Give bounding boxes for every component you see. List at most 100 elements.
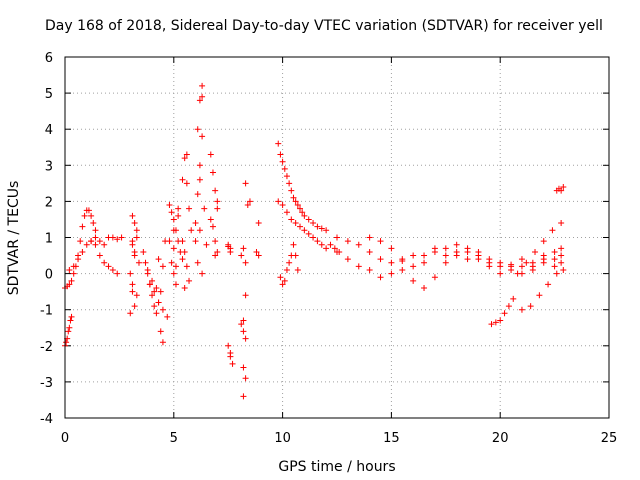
data-point	[127, 310, 134, 317]
data-point	[281, 277, 288, 284]
y-tick-label: -4	[40, 412, 53, 427]
data-point	[118, 234, 125, 241]
data-point	[242, 180, 249, 187]
y-tick-label: 6	[45, 51, 53, 66]
data-point	[475, 256, 482, 263]
x-tick-label: 25	[601, 431, 618, 446]
data-point	[297, 223, 304, 230]
data-point	[79, 223, 86, 230]
data-point	[540, 256, 547, 263]
series-block-6h-right	[207, 151, 221, 259]
data-point	[560, 266, 567, 273]
data-point	[227, 350, 234, 357]
data-point	[277, 274, 284, 281]
data-point	[277, 151, 284, 158]
data-point	[366, 248, 373, 255]
data-point	[63, 339, 70, 346]
data-point	[196, 162, 203, 169]
data-point	[179, 256, 186, 263]
data-point	[238, 252, 245, 259]
data-point	[532, 248, 539, 255]
data-point	[166, 202, 173, 209]
data-point	[246, 198, 253, 205]
data-point	[166, 238, 173, 245]
data-point	[297, 205, 304, 212]
data-point	[183, 180, 190, 187]
data-point	[331, 245, 338, 252]
data-point	[344, 238, 351, 245]
data-point	[275, 140, 282, 147]
data-point	[168, 209, 175, 216]
data-point	[294, 202, 301, 209]
data-point	[133, 234, 140, 241]
data-point	[155, 256, 162, 263]
data-point	[70, 263, 77, 270]
data-point	[558, 259, 565, 266]
data-point	[109, 234, 116, 241]
data-point	[497, 317, 504, 324]
series-block-9h	[253, 220, 262, 259]
data-point	[301, 212, 308, 219]
data-point	[183, 151, 190, 158]
data-point	[453, 241, 460, 248]
data-point	[88, 238, 95, 245]
data-point	[545, 281, 552, 288]
data-point	[75, 256, 82, 263]
data-point	[90, 220, 97, 227]
data-point	[229, 360, 236, 367]
data-point	[151, 303, 158, 310]
data-point	[288, 187, 295, 194]
data-point	[168, 259, 175, 266]
data-point	[492, 319, 499, 326]
data-point	[518, 263, 525, 270]
data-point	[214, 248, 221, 255]
data-point	[68, 313, 75, 320]
data-point	[497, 270, 504, 277]
y-tick-label: 1	[45, 232, 53, 247]
data-point	[129, 241, 136, 248]
data-point	[279, 202, 286, 209]
data-point	[410, 252, 417, 259]
data-point	[240, 245, 247, 252]
series-block-8h	[238, 180, 253, 400]
data-point	[240, 317, 247, 324]
data-point	[133, 227, 140, 234]
data-point	[279, 281, 286, 288]
data-point	[421, 285, 428, 292]
data-point	[68, 277, 75, 284]
data-point	[83, 241, 90, 248]
data-point	[209, 223, 216, 230]
data-point	[334, 234, 340, 241]
data-point	[505, 303, 512, 310]
series-early-mid	[88, 234, 125, 248]
data-point	[255, 220, 262, 227]
data-point	[135, 259, 142, 266]
data-point	[323, 245, 330, 252]
data-point	[242, 292, 249, 299]
data-point	[114, 236, 121, 243]
data-point	[294, 266, 301, 273]
data-point	[323, 227, 330, 234]
y-tick-label: -1	[40, 304, 53, 319]
data-point	[305, 216, 312, 223]
data-point	[186, 205, 193, 212]
series-peak-10h	[275, 140, 330, 234]
data-point	[410, 277, 417, 284]
data-point	[255, 252, 262, 259]
data-point	[301, 227, 308, 234]
data-point	[172, 263, 179, 270]
data-point	[355, 263, 362, 270]
data-point	[442, 245, 449, 252]
data-point	[421, 259, 428, 266]
data-point	[159, 339, 166, 346]
data-point	[153, 310, 160, 317]
data-point	[88, 212, 95, 219]
data-point	[388, 270, 395, 277]
data-point	[334, 248, 340, 255]
data-point	[299, 209, 306, 216]
data-point	[377, 238, 384, 245]
data-point	[310, 220, 317, 227]
plot-frame	[64, 56, 610, 419]
data-point	[442, 252, 449, 259]
data-points	[62, 82, 567, 400]
